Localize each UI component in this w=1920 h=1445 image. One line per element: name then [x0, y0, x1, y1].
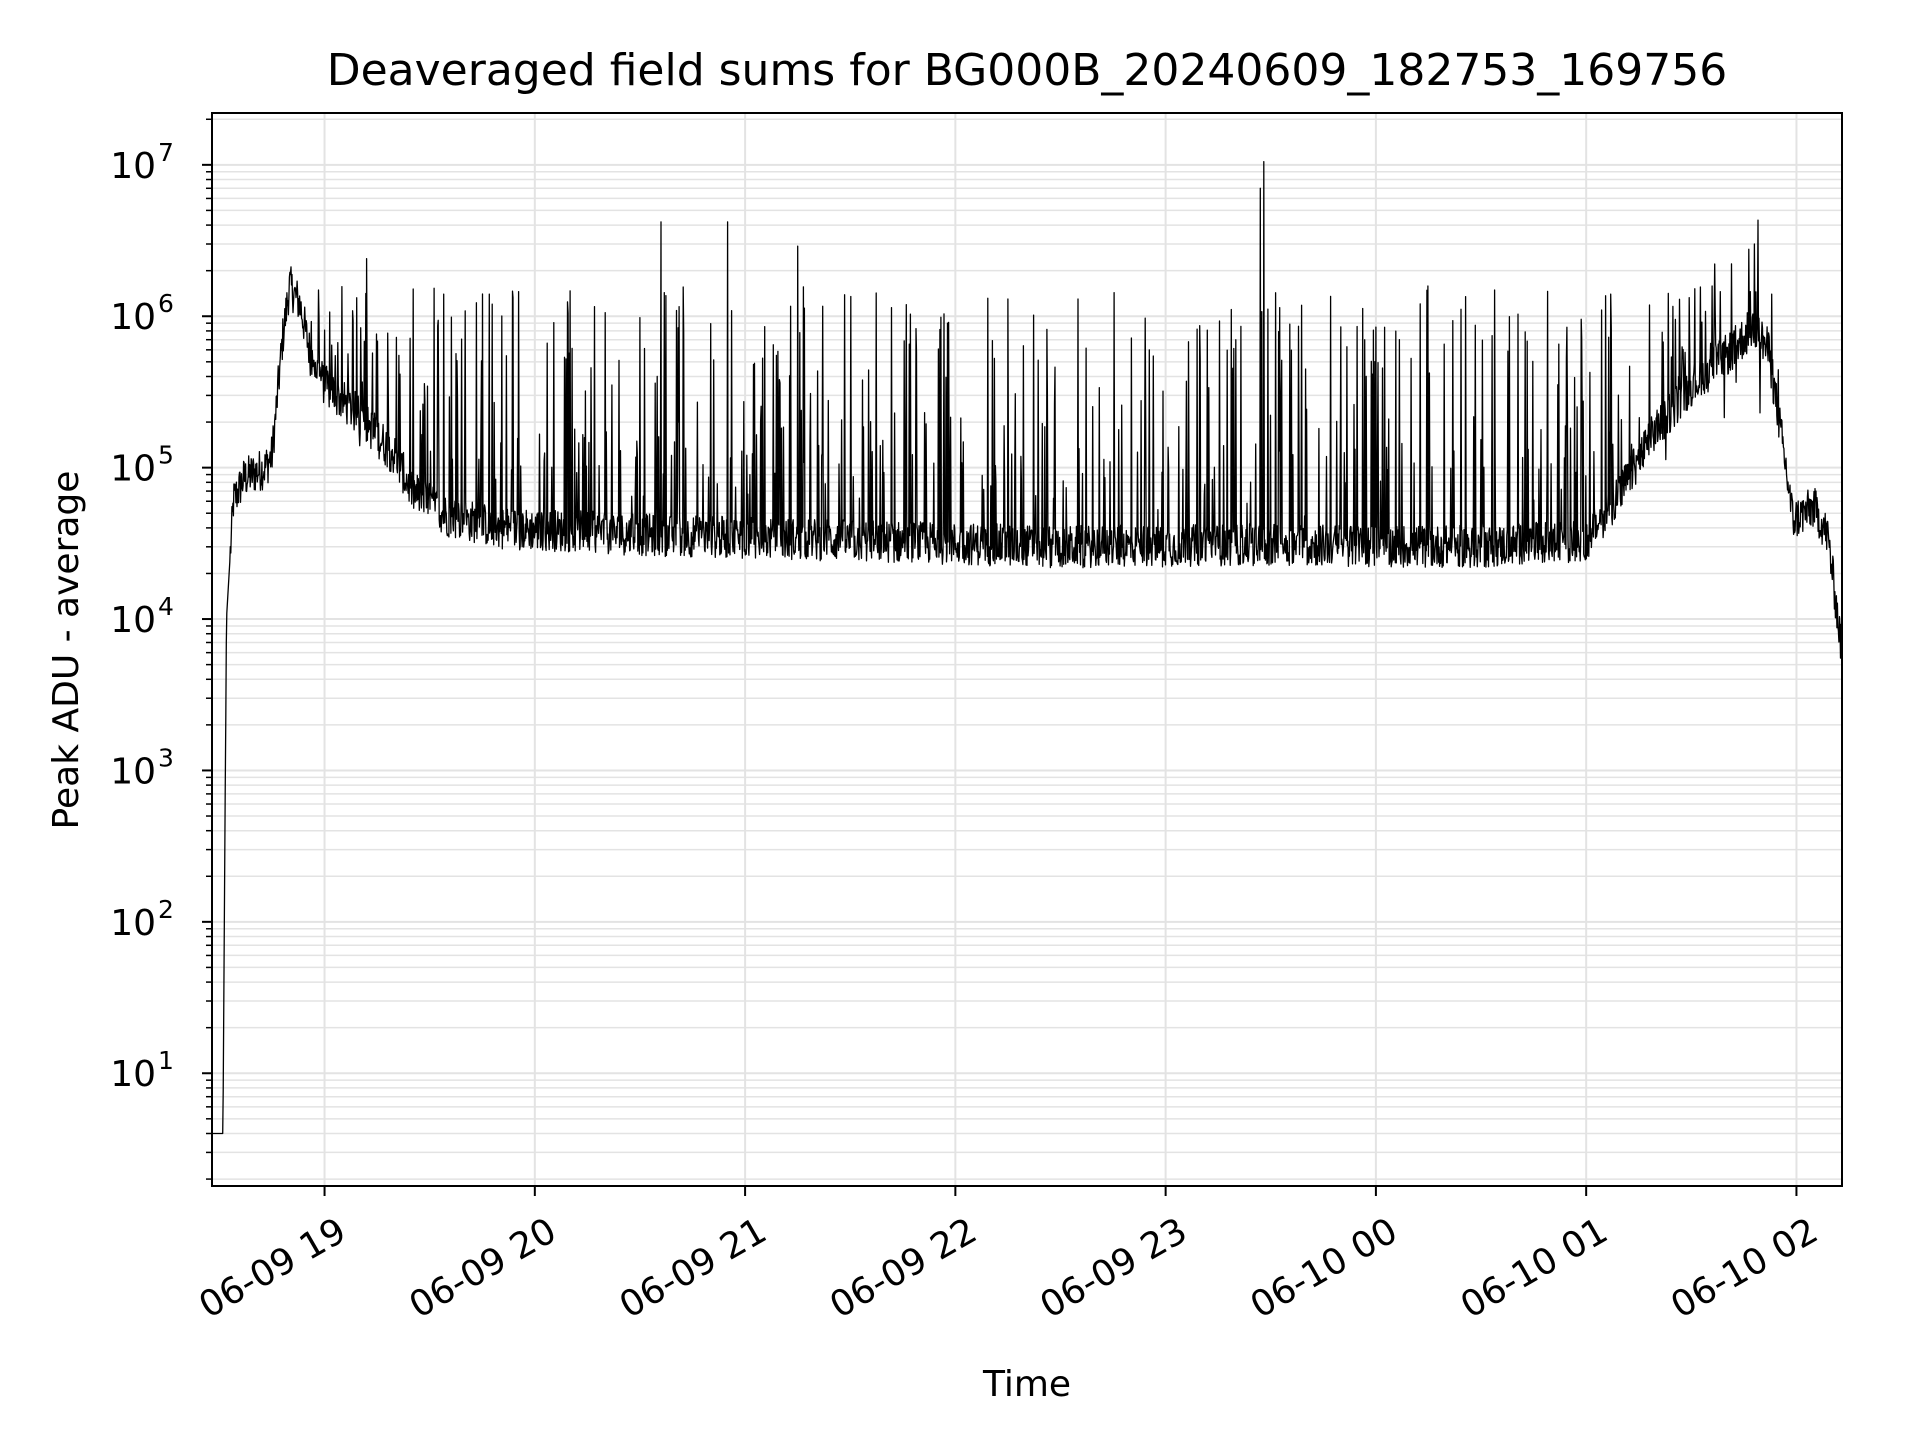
y-tick-label: 10 [110, 903, 156, 944]
chart-title: Deaveraged field sums for BG000B_2024060… [327, 45, 1728, 96]
series-layer [211, 160, 1843, 1135]
x-axis-label: Time [982, 1364, 1071, 1405]
y-tick-exponent: 5 [158, 441, 174, 470]
y-tick-label: 10 [110, 1054, 156, 1095]
y-tick-label: 10 [110, 449, 156, 490]
y-tick-label: 10 [110, 146, 156, 187]
y-tick-exponent: 4 [158, 592, 174, 621]
series-line [211, 160, 1843, 1135]
y-tick-label: 10 [110, 297, 156, 338]
y-tick-exponent: 6 [158, 289, 174, 318]
plot-frame [211, 112, 1843, 1187]
grid [212, 113, 1842, 1186]
y-tick-label: 10 [110, 751, 156, 792]
y-tick-exponent: 1 [158, 1046, 174, 1075]
y-tick-exponent: 3 [158, 743, 174, 772]
y-tick-exponent: 2 [158, 895, 174, 924]
y-tick-exponent: 7 [158, 138, 174, 167]
y-tick-label: 10 [110, 600, 156, 641]
y-axis-label: Peak ADU - average [46, 471, 87, 830]
